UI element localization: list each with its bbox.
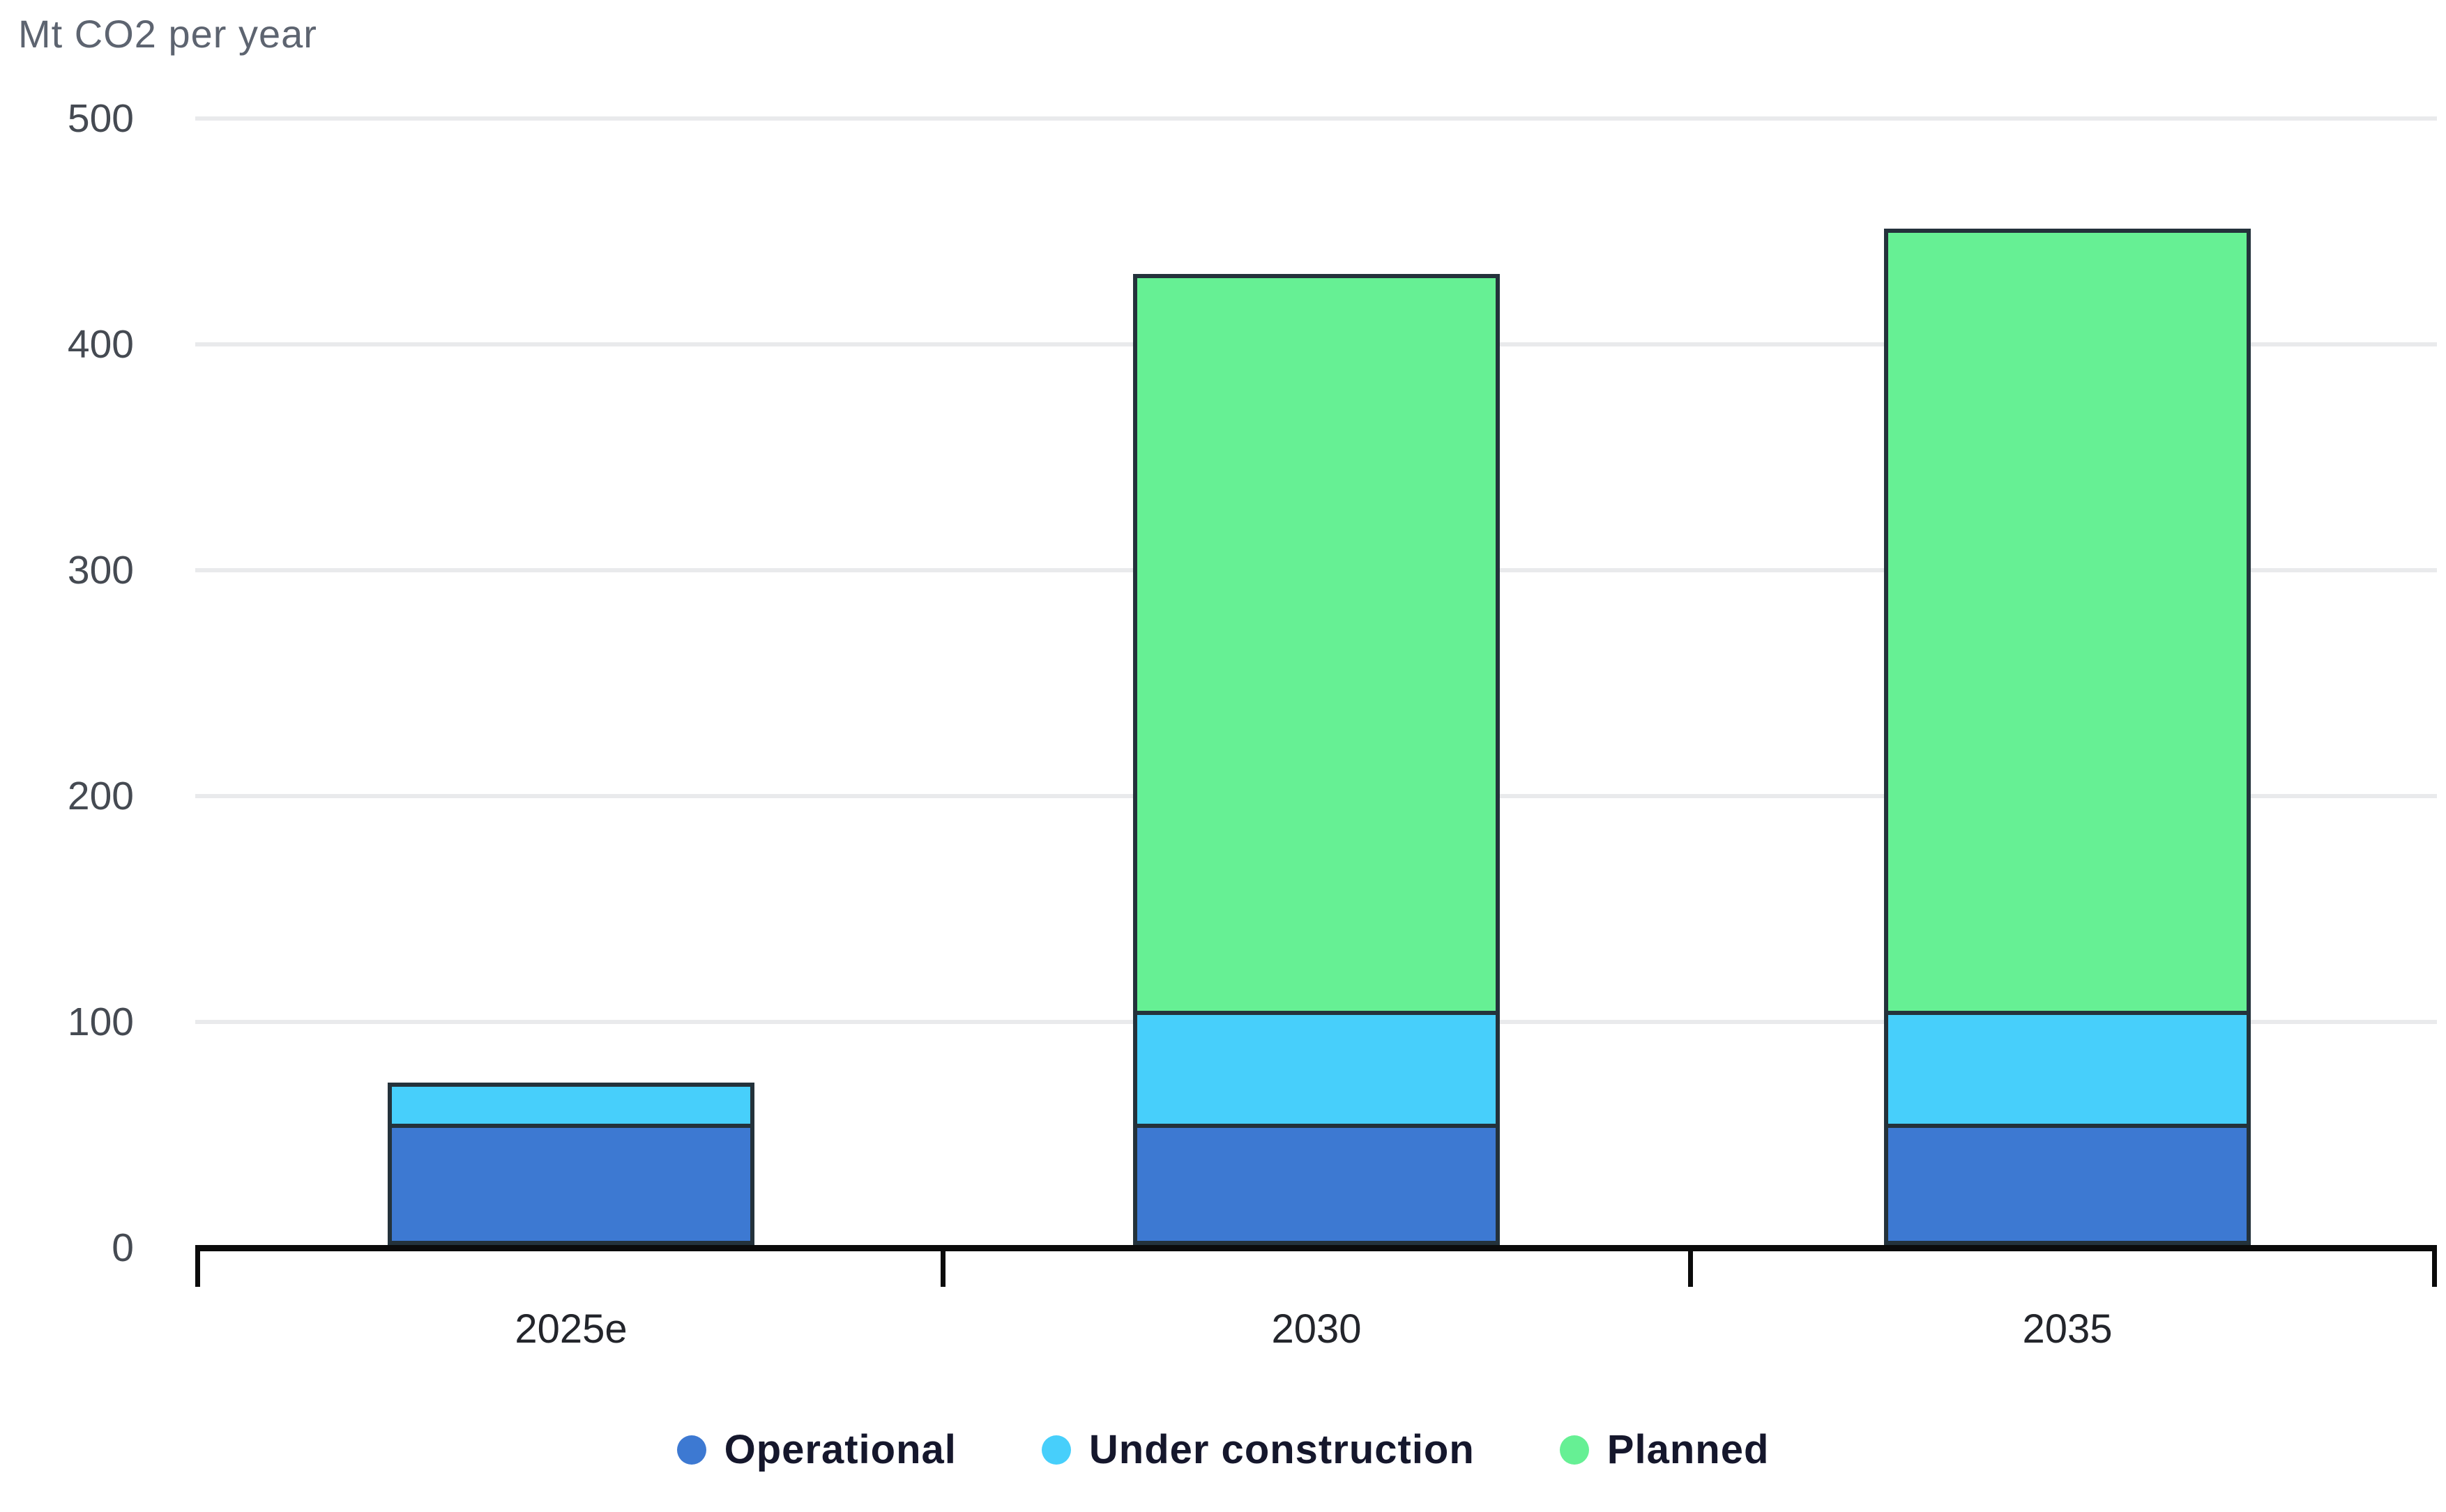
legend-item-planned: Planned: [1559, 1426, 1770, 1473]
legend-label: Operational: [724, 1427, 957, 1472]
bar-segment-planned: [1884, 229, 2251, 1015]
y-axis-label: 100: [67, 1000, 134, 1044]
x-axis-label-2025e: 2025e: [515, 1306, 628, 1352]
gridline-500: [195, 116, 2437, 121]
x-axis-line: [195, 1245, 2437, 1251]
bar-2030: [1133, 274, 1500, 1245]
legend-label: Under construction: [1088, 1427, 1475, 1472]
axis-tick: [1688, 1251, 1693, 1287]
x-axis-label-2030: 2030: [1271, 1306, 1362, 1352]
planned-legend-dot-icon: [1559, 1435, 1589, 1465]
y-axis-label: 200: [67, 774, 134, 818]
bar-segment-operational: [388, 1124, 754, 1245]
bar-segment-planned: [1133, 274, 1500, 1015]
legend: Operational Under construction Planned: [0, 1426, 2446, 1473]
y-axis-label: 400: [67, 322, 134, 367]
legend-item-under-construction: Under construction: [1041, 1426, 1475, 1473]
bar-2035: [1884, 229, 2251, 1245]
operational-legend-dot-icon: [676, 1435, 706, 1465]
bar-2025e: [388, 1083, 754, 1245]
axis-tick: [2432, 1251, 2437, 1287]
x-axis-label-2035: 2035: [2022, 1306, 2113, 1352]
under-construction-legend-dot-icon: [1041, 1435, 1071, 1465]
bar-segment-under-construction: [388, 1083, 754, 1128]
bar-segment-under-construction: [1133, 1011, 1500, 1128]
y-axis-label: 500: [67, 96, 134, 141]
legend-item-operational: Operational: [676, 1426, 957, 1473]
y-axis-label: 300: [67, 548, 134, 593]
bar-segment-under-construction: [1884, 1011, 2251, 1128]
y-axis-unit-label: Mt CO2 per year: [18, 12, 317, 56]
axis-tick: [941, 1251, 945, 1287]
legend-label: Planned: [1606, 1427, 1770, 1472]
axis-tick: [195, 1251, 200, 1287]
y-axis-label: 0: [112, 1225, 134, 1270]
bar-segment-operational: [1133, 1124, 1500, 1245]
bar-segment-operational: [1884, 1124, 2251, 1245]
